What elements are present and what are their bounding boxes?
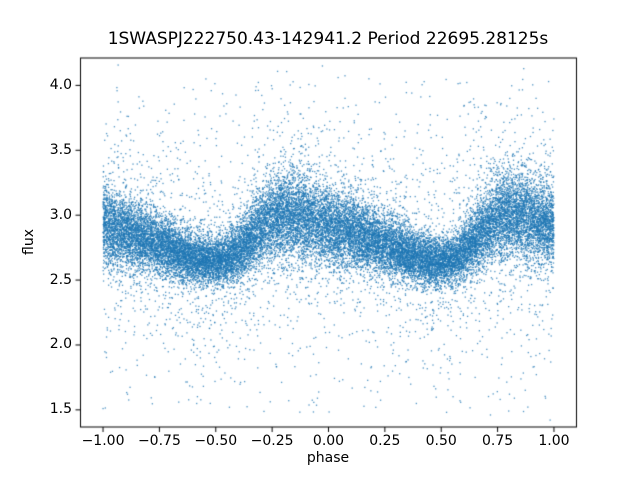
y-axis-label: flux: [21, 229, 37, 255]
x-tick-label: 0.50: [425, 433, 457, 449]
x-tick-label: −1.00: [81, 433, 125, 449]
x-tick-label: 0.25: [369, 433, 401, 449]
x-tick-label: 1.00: [538, 433, 570, 449]
y-tick-label: 2.0: [49, 336, 72, 353]
x-axis-label: phase: [306, 450, 350, 466]
x-tick-label: −0.50: [194, 433, 238, 449]
x-tick-label: −0.25: [250, 433, 294, 449]
x-tick-label: 0.00: [312, 433, 345, 449]
y-tick-label: 4.0: [49, 76, 72, 93]
x-tick-label: 0.75: [481, 433, 514, 449]
y-tick-label: 1.5: [49, 401, 72, 418]
y-tick-label: 2.5: [49, 271, 72, 288]
chart-title: 1SWASPJ222750.43-142941.2 Period 22695.2…: [107, 29, 549, 49]
y-tick-label: 3.0: [49, 206, 72, 223]
x-tick-label: −0.75: [137, 433, 181, 449]
y-tick-label: 3.5: [49, 141, 72, 158]
